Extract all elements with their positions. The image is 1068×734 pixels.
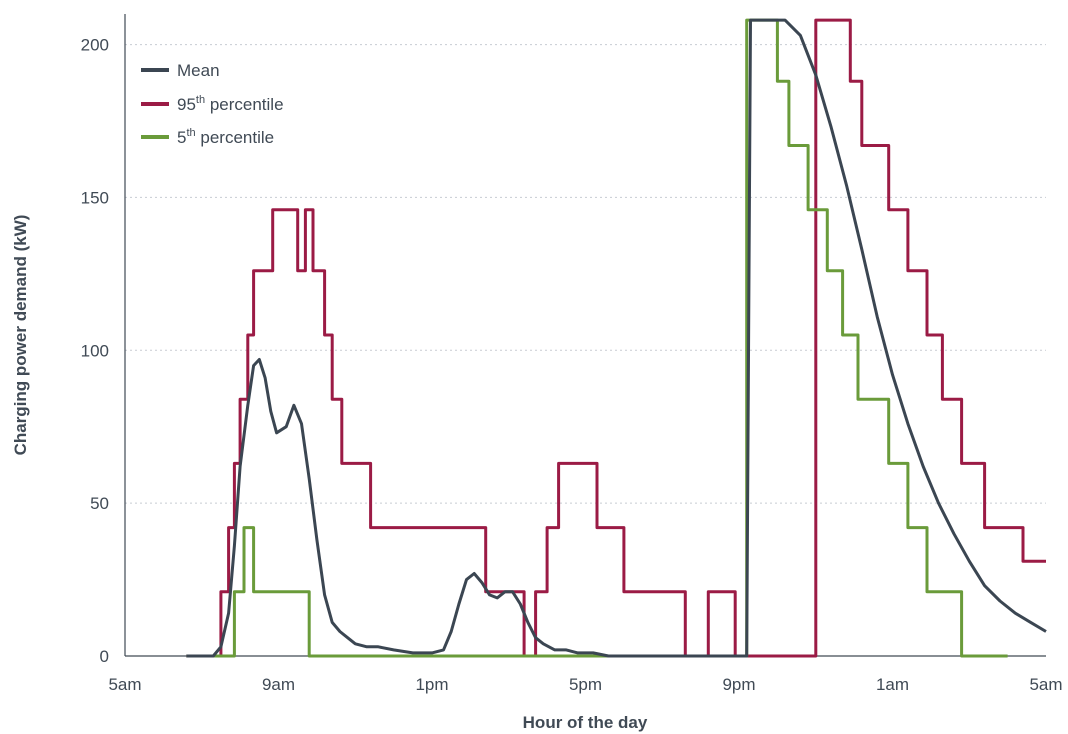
legend-item-95th: 95th percentile	[141, 94, 284, 114]
legend-label-5th: 5th percentile	[177, 127, 274, 147]
series-line-95th-percentile	[186, 18, 1046, 658]
x-axis-title: Hour of the day	[523, 713, 648, 732]
x-tick-label: 9am	[262, 675, 295, 694]
series-line-mean	[186, 18, 1047, 658]
x-tick-label: 5am	[108, 675, 141, 694]
x-tick-label: 5am	[1029, 675, 1062, 694]
y-tick-labels: 0 50 100 150 200	[81, 36, 109, 666]
legend-item-mean: Mean	[141, 61, 220, 80]
y-tick-label: 100	[81, 341, 109, 360]
x-tick-label: 5pm	[569, 675, 602, 694]
x-tick-label: 9pm	[722, 675, 755, 694]
series-line-5th-percentile	[186, 18, 1008, 658]
x-tick-label: 1am	[876, 675, 909, 694]
y-tick-label: 0	[100, 647, 109, 666]
grid-lines	[125, 44, 1046, 504]
y-tick-label: 50	[90, 494, 109, 513]
y-tick-label: 150	[81, 188, 109, 207]
legend-label-mean: Mean	[177, 61, 220, 80]
x-tick-label: 1pm	[415, 675, 448, 694]
legend: Mean 95th percentile 5th percentile	[141, 61, 284, 147]
series-lines	[186, 18, 1047, 658]
legend-label-95th: 95th percentile	[177, 94, 284, 114]
y-tick-label: 200	[81, 36, 109, 55]
legend-item-5th: 5th percentile	[141, 127, 274, 147]
x-tick-labels: 5am 9am 1pm 5pm 9pm 1am 5am	[108, 675, 1062, 694]
y-axis-title: Charging power demand (kW)	[11, 215, 30, 456]
